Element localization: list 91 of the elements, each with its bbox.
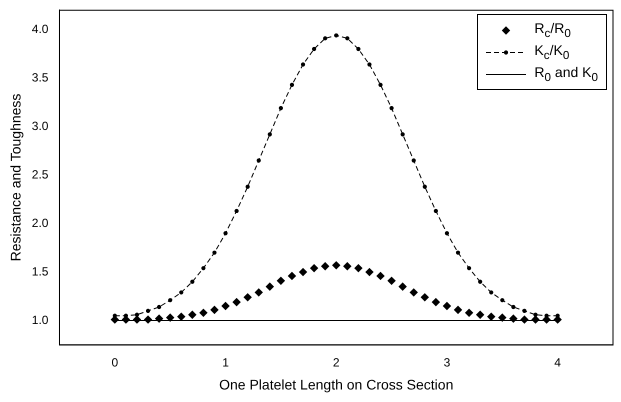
point	[432, 298, 440, 306]
point	[343, 262, 352, 270]
x-tick-label: 3	[444, 355, 451, 370]
point	[412, 158, 416, 163]
point	[201, 266, 206, 270]
point	[388, 276, 396, 285]
point	[367, 62, 372, 67]
x-axis-title: One Platelet Length on Cross Section	[219, 376, 454, 392]
point	[134, 312, 140, 317]
point	[356, 46, 360, 52]
point	[434, 208, 438, 214]
point	[456, 250, 460, 255]
point	[410, 288, 418, 296]
legend-label: R$_{0}$ and K$_{0}$	[534, 64, 598, 84]
point	[310, 264, 318, 272]
point	[498, 314, 506, 322]
point	[533, 312, 538, 317]
point	[365, 268, 374, 276]
point	[222, 302, 230, 310]
point	[522, 308, 527, 313]
point	[500, 298, 504, 302]
point	[212, 250, 217, 255]
point	[300, 62, 306, 67]
point	[276, 276, 285, 285]
legend-label: K$_{c}$/K$_{0}$	[534, 42, 570, 62]
point	[179, 290, 184, 295]
point	[155, 314, 164, 323]
y-tick-label: 3.5	[32, 70, 49, 84]
point	[487, 312, 496, 321]
point	[321, 262, 330, 270]
point	[144, 316, 152, 324]
x-tick-label: 1	[222, 355, 230, 370]
point	[444, 231, 450, 236]
point	[290, 82, 294, 87]
y-tick-label: 3.0	[32, 118, 49, 133]
point	[323, 36, 328, 40]
y-tick-label: 4.0	[32, 22, 49, 36]
point	[266, 282, 274, 291]
point	[398, 282, 407, 291]
point	[466, 266, 472, 270]
legend-label: R$_{c}$/R$_{0}$	[534, 20, 571, 40]
point	[190, 280, 194, 284]
point	[254, 288, 263, 296]
point	[334, 33, 338, 38]
point	[299, 268, 308, 276]
point	[157, 304, 162, 310]
point	[246, 184, 250, 189]
y-tick-label: 2.0	[32, 216, 49, 230]
point	[422, 184, 427, 189]
point	[478, 280, 482, 284]
point	[232, 298, 241, 306]
point	[476, 310, 484, 319]
point	[312, 46, 316, 52]
point	[489, 290, 494, 295]
point	[378, 82, 383, 87]
point	[268, 132, 272, 136]
x-tick-label: 2	[332, 355, 340, 370]
point	[454, 306, 462, 314]
x-tick-label: 0	[111, 355, 118, 370]
point	[520, 316, 528, 324]
point	[166, 314, 174, 322]
point	[132, 316, 141, 324]
point	[168, 298, 172, 302]
point	[223, 231, 228, 236]
point	[420, 293, 429, 302]
point	[278, 106, 283, 110]
point	[234, 208, 239, 214]
point	[288, 272, 296, 280]
point	[146, 308, 150, 313]
point	[465, 308, 474, 317]
point	[442, 302, 451, 310]
y-tick-label: 1.5	[32, 264, 49, 278]
point	[532, 316, 540, 324]
point	[400, 132, 405, 136]
point	[511, 304, 516, 310]
point	[345, 36, 350, 40]
y-tick-label: 1.0	[32, 312, 49, 327]
point	[376, 272, 385, 280]
point	[354, 264, 362, 272]
point	[389, 106, 394, 110]
point	[244, 293, 252, 302]
point	[188, 310, 196, 319]
point	[332, 261, 340, 270]
x-tick-label: 4	[554, 355, 562, 370]
point	[210, 306, 218, 314]
point	[509, 314, 518, 323]
y-axis-title: Resistance and Toughness	[7, 94, 24, 262]
point	[256, 158, 261, 163]
point	[199, 308, 208, 317]
y-tick-label: 2.5	[32, 167, 49, 182]
point	[177, 312, 186, 321]
